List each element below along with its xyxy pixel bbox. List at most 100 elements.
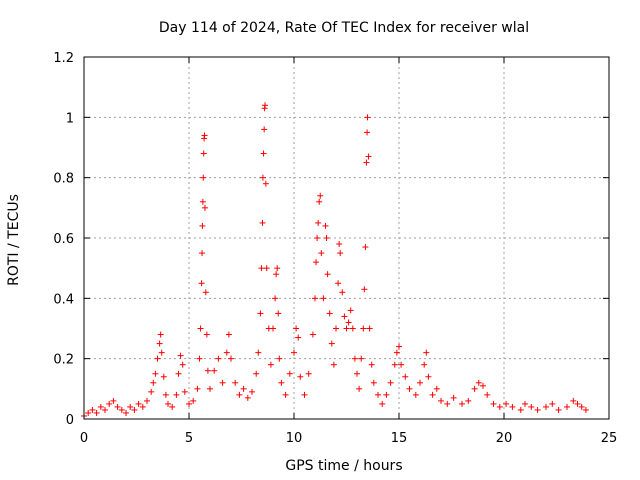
data-point (228, 355, 234, 362)
y-tick-label: 1 (66, 111, 74, 126)
data-point (480, 382, 486, 389)
data-point (267, 361, 274, 368)
data-point (201, 204, 208, 211)
data-point (322, 222, 329, 229)
data-point (490, 400, 497, 407)
data-point (114, 403, 121, 410)
data-point (196, 355, 203, 362)
data-point (200, 150, 207, 157)
data-point (259, 174, 266, 181)
data-point (102, 406, 108, 413)
data-point (330, 361, 337, 368)
data-point (343, 325, 350, 332)
data-point (293, 325, 300, 332)
data-point (484, 391, 491, 398)
y-tick-label: 1.2 (53, 51, 74, 66)
y-tick-label: 0.4 (53, 292, 74, 307)
data-point (444, 400, 451, 407)
y-tick-label: 0.8 (53, 172, 74, 187)
x-tick-label: 15 (391, 431, 408, 446)
y-tick-label: 0.6 (53, 232, 74, 247)
data-point (261, 126, 268, 133)
data-point (197, 325, 204, 332)
data-point (89, 406, 96, 413)
data-point (349, 325, 356, 332)
data-point (244, 394, 251, 401)
data-point (204, 367, 211, 374)
data-point (475, 379, 482, 386)
data-point (364, 114, 371, 121)
data-point (393, 349, 400, 356)
data-point (199, 250, 206, 257)
data-point (364, 129, 371, 136)
data-point (574, 400, 581, 407)
data-point (379, 400, 386, 407)
data-point (354, 370, 360, 377)
data-point (215, 355, 222, 362)
data-point (360, 325, 367, 332)
data-point (356, 385, 363, 392)
data-point (259, 219, 266, 226)
data-point (181, 388, 188, 395)
data-point (318, 250, 325, 257)
data-point (398, 361, 405, 368)
x-tick-label: 0 (80, 431, 88, 446)
data-point (236, 391, 243, 398)
data-point (144, 397, 150, 404)
data-point (315, 219, 322, 226)
data-point (272, 295, 279, 302)
data-point (177, 352, 184, 359)
data-point (425, 373, 432, 380)
data-point (433, 385, 440, 392)
data-point (150, 379, 157, 386)
data-point (93, 409, 100, 416)
data-point (175, 370, 182, 377)
data-point (358, 355, 365, 362)
data-point (255, 349, 262, 356)
data-point (549, 400, 556, 407)
data-point (223, 349, 230, 356)
data-point (543, 403, 549, 410)
x-tick-label: 10 (286, 431, 303, 446)
data-point (450, 394, 457, 401)
data-point (438, 397, 444, 404)
data-point (406, 385, 413, 392)
data-point (278, 379, 285, 386)
data-point (564, 403, 570, 410)
data-point (139, 403, 146, 410)
data-point (110, 397, 117, 404)
data-point (578, 403, 585, 410)
data-point (351, 355, 358, 362)
data-point (471, 385, 478, 392)
data-point (336, 241, 343, 248)
data-point (509, 403, 516, 410)
data-point (345, 319, 352, 326)
data-point (85, 409, 92, 416)
data-point (291, 349, 297, 356)
data-point (225, 331, 232, 338)
data-point (240, 385, 247, 392)
data-point (370, 379, 377, 386)
data-point (127, 403, 134, 410)
data-point (131, 406, 138, 413)
x-tick-label: 25 (601, 431, 618, 446)
data-point (465, 397, 472, 404)
x-tick-label: 5 (185, 431, 193, 446)
data-point (173, 391, 180, 398)
plot-frame (83, 56, 610, 420)
data-point (412, 391, 419, 398)
data-point (320, 295, 327, 302)
data-point (324, 271, 331, 278)
data-point (152, 370, 159, 377)
data-point (534, 406, 541, 413)
data-point (341, 313, 348, 320)
data-point (391, 361, 398, 368)
data-point (190, 397, 197, 404)
data-point (459, 400, 465, 407)
data-points (81, 102, 589, 419)
data-point (201, 132, 208, 139)
grid (84, 57, 609, 419)
data-point (423, 349, 430, 356)
data-point (517, 406, 524, 413)
